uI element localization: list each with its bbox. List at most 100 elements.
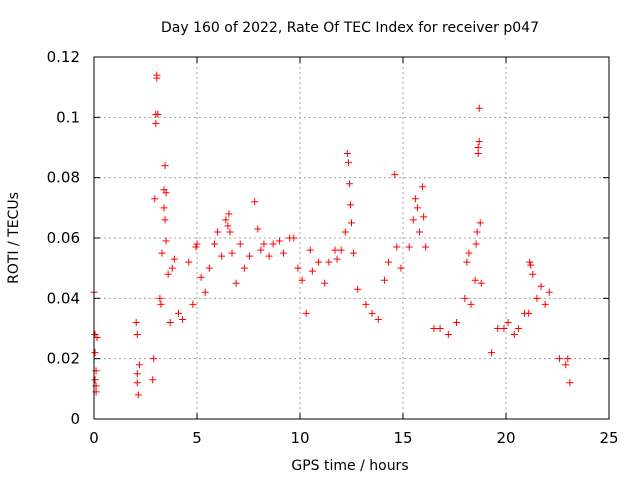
- data-point: [533, 294, 541, 302]
- data-point: [302, 309, 310, 317]
- data-point: [525, 309, 533, 317]
- data-point: [174, 309, 182, 317]
- data-point: [385, 258, 393, 266]
- data-point: [343, 150, 351, 158]
- data-point: [325, 258, 333, 266]
- data-point: [132, 318, 140, 326]
- y-tick-label: 0: [70, 410, 80, 428]
- data-point: [537, 282, 545, 290]
- data-point: [344, 159, 352, 167]
- data-point: [193, 240, 201, 248]
- data-point: [134, 391, 142, 399]
- data-point: [201, 288, 209, 296]
- data-point: [170, 255, 178, 263]
- data-point: [436, 325, 444, 332]
- data-point: [166, 318, 174, 326]
- data-point: [510, 331, 518, 339]
- data-point: [354, 285, 362, 293]
- data-point: [430, 325, 438, 332]
- y-tick-label: 0.06: [47, 229, 80, 247]
- data-point: [306, 246, 314, 254]
- data-point: [413, 204, 421, 212]
- data-point: [225, 210, 233, 218]
- data-point: [91, 349, 99, 357]
- data-point: [236, 240, 244, 248]
- data-point: [346, 201, 354, 209]
- data-point: [556, 355, 564, 363]
- data-point: [192, 243, 200, 251]
- data-point: [504, 318, 512, 326]
- data-point: [160, 204, 168, 212]
- chart-title: Day 160 of 2022, Rate Of TEC Index for r…: [161, 20, 539, 36]
- y-tick-label: 0.12: [47, 48, 80, 66]
- data-point: [240, 264, 248, 272]
- data-point: [222, 216, 230, 224]
- data-point: [380, 276, 388, 284]
- data-point: [246, 252, 254, 260]
- data-point: [164, 270, 172, 278]
- data-point: [189, 300, 197, 308]
- data-point: [275, 237, 283, 245]
- data-point: [374, 315, 382, 323]
- data-point: [474, 144, 482, 151]
- x-tick-label: 0: [89, 429, 99, 447]
- x-axis-title: GPS time / hours: [291, 458, 408, 474]
- data-points: [90, 71, 574, 399]
- data-point: [257, 246, 265, 254]
- plot-frame: [93, 56, 610, 420]
- data-point: [331, 246, 339, 254]
- data-point: [461, 294, 469, 302]
- data-point: [298, 276, 306, 284]
- data-point: [475, 137, 483, 145]
- data-point: [153, 74, 161, 82]
- data-point: [280, 249, 288, 257]
- data-point: [149, 376, 157, 384]
- data-point: [185, 258, 193, 266]
- data-point: [93, 334, 101, 342]
- data-point: [260, 240, 268, 248]
- x-tick-label: 15: [393, 429, 412, 447]
- data-point: [419, 183, 427, 191]
- data-point: [475, 104, 483, 112]
- data-point: [350, 249, 358, 257]
- data-point: [157, 300, 165, 308]
- data-point: [232, 279, 240, 287]
- data-point: [133, 331, 141, 339]
- data-point: [135, 361, 143, 369]
- data-point: [488, 349, 496, 357]
- data-point: [265, 252, 273, 260]
- data-point: [162, 189, 170, 197]
- data-point: [162, 237, 170, 245]
- data-point: [224, 222, 232, 230]
- data-point: [315, 258, 323, 266]
- data-point: [473, 228, 481, 236]
- data-point: [545, 288, 553, 296]
- data-point: [308, 267, 316, 275]
- data-point: [197, 273, 205, 281]
- data-point: [133, 379, 141, 387]
- data-point: [420, 213, 428, 221]
- y-tick-label: 0.08: [47, 169, 80, 187]
- data-point: [161, 216, 169, 224]
- data-point: [467, 300, 475, 308]
- data-point: [218, 252, 226, 260]
- data-point: [453, 318, 461, 326]
- data-point: [463, 258, 471, 266]
- data-point: [348, 219, 355, 227]
- data-point: [422, 243, 430, 251]
- data-point: [254, 225, 262, 233]
- x-tick-label: 20: [496, 429, 515, 447]
- data-point: [397, 264, 405, 272]
- data-point: [226, 228, 234, 236]
- data-point: [341, 228, 349, 236]
- data-point: [500, 325, 508, 332]
- y-tick-label: 0.02: [47, 350, 80, 368]
- data-point: [368, 309, 376, 317]
- data-point: [471, 276, 479, 284]
- data-point: [91, 376, 99, 384]
- data-point: [526, 258, 534, 266]
- y-axis-title: ROTI / TECUs: [6, 192, 22, 284]
- data-point: [179, 315, 187, 323]
- data-point: [161, 162, 169, 170]
- data-point: [156, 294, 164, 302]
